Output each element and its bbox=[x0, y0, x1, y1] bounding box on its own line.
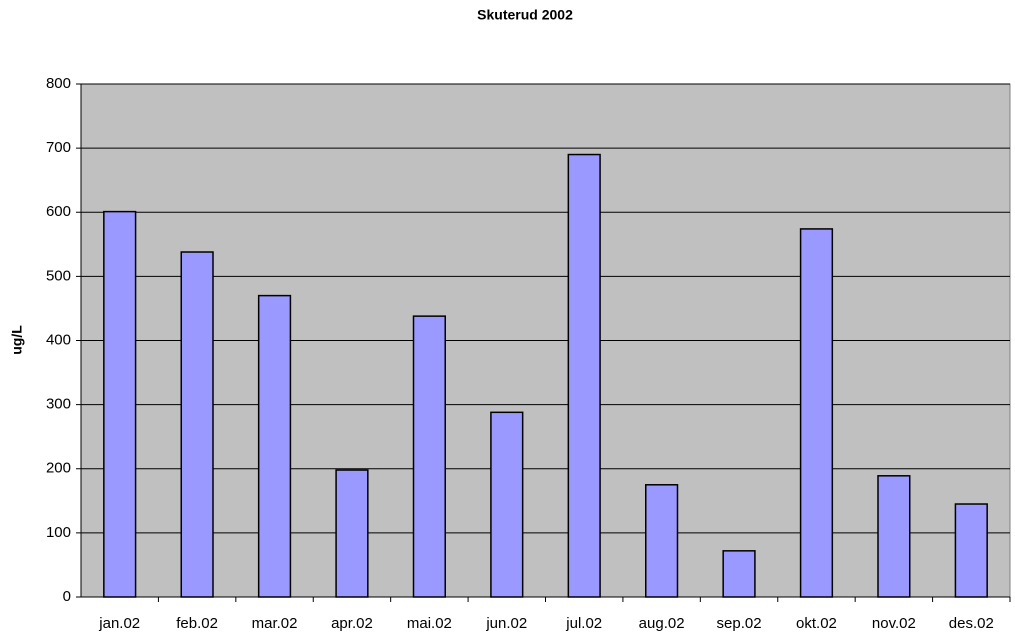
chart-title: Skuterud 2002 bbox=[477, 7, 573, 23]
bar bbox=[722, 550, 756, 598]
x-tick-label: jan.02 bbox=[98, 615, 140, 632]
x-tick-label: feb.02 bbox=[176, 615, 218, 632]
y-tick-label: 400 bbox=[46, 331, 71, 348]
bar bbox=[645, 484, 679, 598]
x-tick-label: aug.02 bbox=[639, 615, 685, 632]
bar bbox=[257, 294, 292, 598]
bar bbox=[490, 411, 524, 598]
bar bbox=[180, 251, 214, 598]
bar bbox=[335, 469, 369, 598]
y-tick-label: 600 bbox=[46, 203, 71, 220]
x-tick-label: apr.02 bbox=[331, 615, 373, 632]
x-tick-label: mar.02 bbox=[252, 615, 298, 632]
x-tick-label: sep.02 bbox=[717, 615, 762, 632]
y-tick-label: 800 bbox=[46, 75, 71, 92]
bar bbox=[877, 475, 911, 598]
y-tick-label: 500 bbox=[46, 267, 71, 284]
x-tick-label: mai.02 bbox=[407, 615, 452, 632]
y-tick-label: 0 bbox=[63, 588, 71, 605]
bar bbox=[567, 153, 601, 598]
y-tick-label: 100 bbox=[46, 524, 71, 541]
y-tick-label: 200 bbox=[46, 460, 71, 477]
y-axis-label: ug/L bbox=[9, 325, 25, 355]
bar bbox=[954, 503, 988, 598]
bar bbox=[799, 228, 834, 598]
bar bbox=[103, 210, 137, 598]
y-tick-label: 700 bbox=[46, 139, 71, 156]
bar bbox=[412, 315, 446, 598]
x-tick-label: okt.02 bbox=[796, 615, 837, 632]
x-tick-label: jul.02 bbox=[565, 615, 602, 632]
y-tick-label: 300 bbox=[46, 396, 71, 413]
x-tick-label: nov.02 bbox=[872, 615, 916, 632]
x-tick-label: des.02 bbox=[949, 615, 994, 632]
x-tick-label: jun.02 bbox=[485, 615, 527, 632]
